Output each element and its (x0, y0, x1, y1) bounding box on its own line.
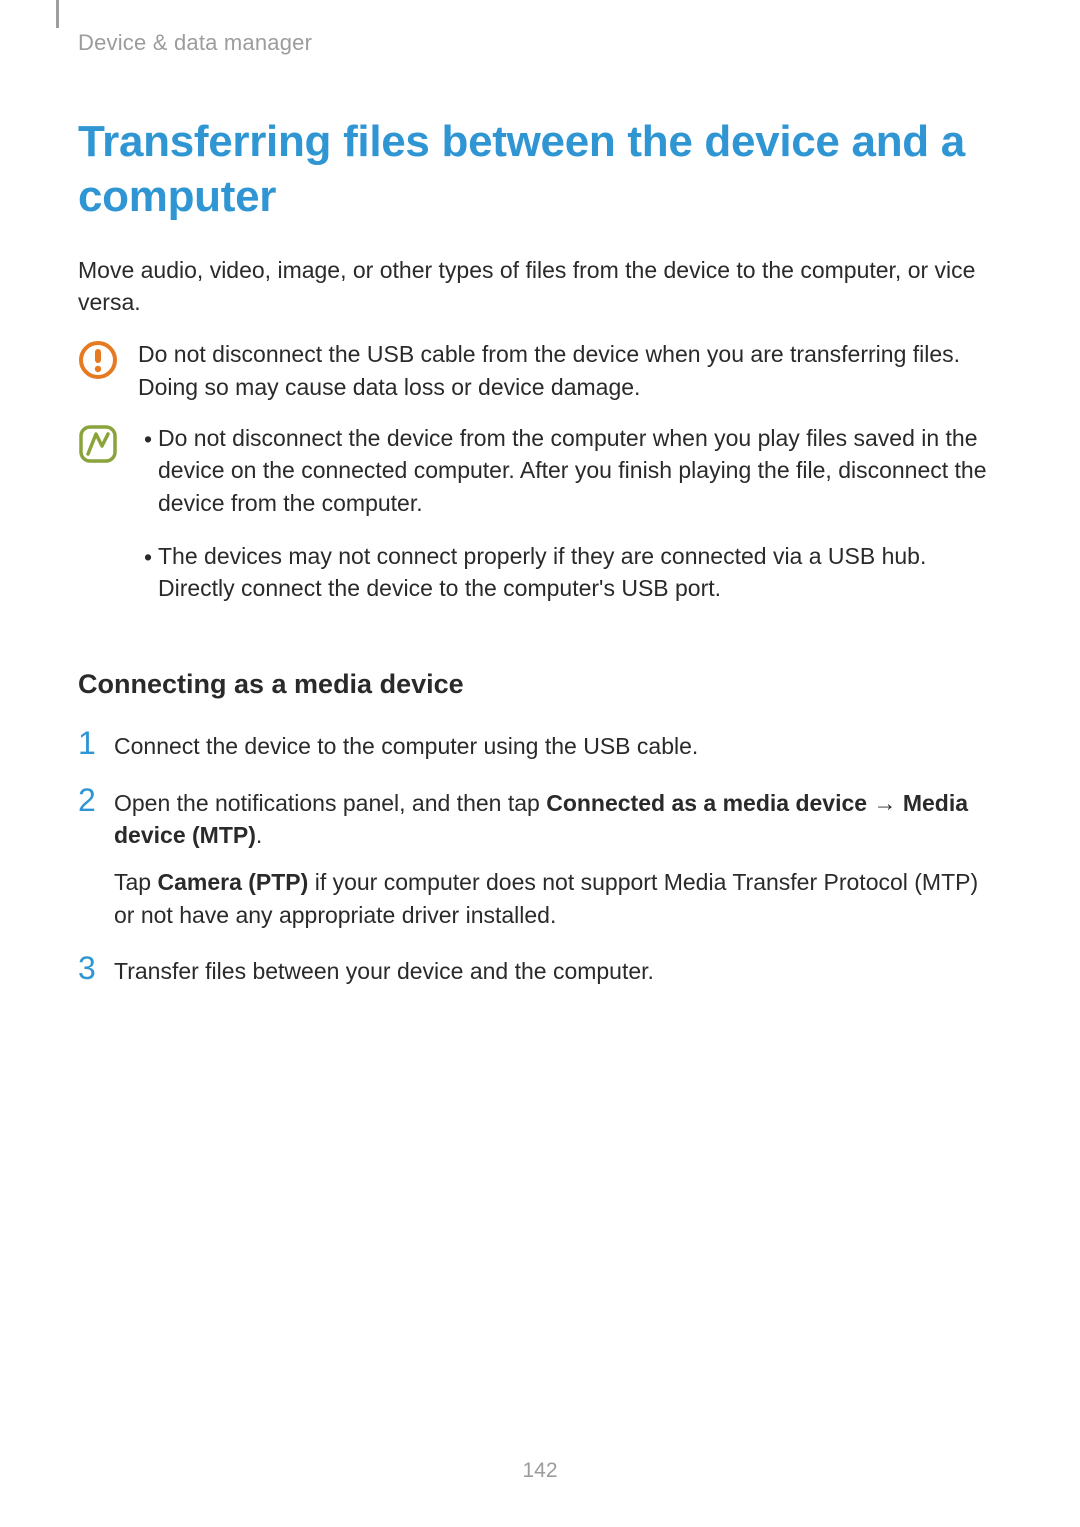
note-icon (78, 424, 126, 464)
page-content: Device & data manager Transferring files… (0, 0, 1080, 988)
step-1-body: Connect the device to the computer using… (114, 730, 1002, 763)
warning-block: Do not disconnect the USB cable from the… (78, 338, 1002, 403)
step-2-p1-bold-1: Connected as a media device (546, 790, 867, 816)
warning-text: Do not disconnect the USB cable from the… (138, 338, 1002, 403)
step-2-p2-a: Tap (114, 869, 157, 895)
step-number: 3 (78, 952, 114, 984)
step-2-p1-d: . (256, 822, 262, 848)
step-3-body: Transfer files between your device and t… (114, 955, 1002, 988)
breadcrumb: Device & data manager (78, 30, 1002, 56)
sub-heading: Connecting as a media device (78, 669, 1002, 700)
step-2-p1: Open the notifications panel, and then t… (114, 787, 1002, 852)
bullet-dot-icon: • (138, 541, 158, 574)
page-title: Transferring files between the device an… (78, 114, 1002, 224)
note-text-container: • Do not disconnect the device from the … (138, 422, 1002, 625)
step-3: 3 Transfer files between your device and… (78, 955, 1002, 988)
step-number: 1 (78, 727, 114, 759)
note-bullet-list: • Do not disconnect the device from the … (138, 422, 1002, 605)
step-2-p2: Tap Camera (PTP) if your computer does n… (114, 866, 1002, 931)
page-number: 142 (0, 1459, 1080, 1483)
intro-paragraph: Move audio, video, image, or other types… (78, 254, 1002, 318)
note-bullet-2: • The devices may not connect properly i… (138, 540, 1002, 605)
note-bullet-1: • Do not disconnect the device from the … (138, 422, 1002, 520)
step-2-p2-bold: Camera (PTP) (157, 869, 308, 895)
note-block: • Do not disconnect the device from the … (78, 422, 1002, 625)
step-2-p1-arrow: → (867, 790, 903, 816)
step-3-text: Transfer files between your device and t… (114, 955, 1002, 988)
step-2: 2 Open the notifications panel, and then… (78, 787, 1002, 932)
bullet-dot-icon: • (138, 423, 158, 456)
step-1-text: Connect the device to the computer using… (114, 730, 1002, 763)
step-1: 1 Connect the device to the computer usi… (78, 730, 1002, 763)
step-2-p1-a: Open the notifications panel, and then t… (114, 790, 546, 816)
step-number: 2 (78, 784, 114, 816)
step-2-body: Open the notifications panel, and then t… (114, 787, 1002, 932)
note-bullet-2-text: The devices may not connect properly if … (158, 540, 1002, 605)
page-corner-mark (56, 0, 59, 28)
note-bullet-1-text: Do not disconnect the device from the co… (158, 422, 1002, 520)
warning-icon (78, 340, 126, 380)
